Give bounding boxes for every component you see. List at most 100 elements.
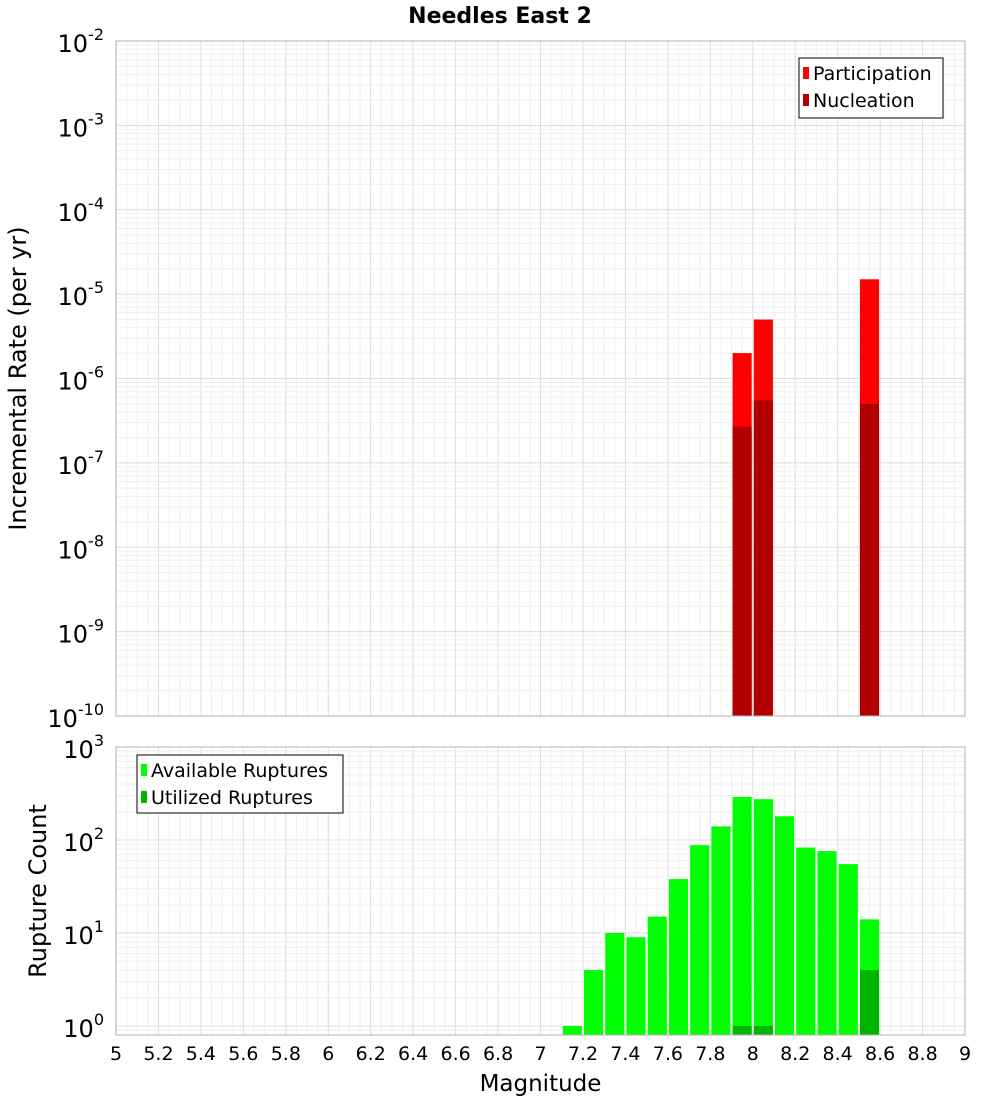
- x-tick-label: 5: [110, 1043, 122, 1065]
- bar: [859, 969, 880, 1035]
- y-tick-base: 10: [58, 368, 89, 396]
- series-nucleation: [732, 400, 880, 716]
- y-tick-base: 10: [47, 705, 78, 733]
- x-axis-label: Magnitude: [480, 1071, 602, 1097]
- y-tick-exponent: -9: [88, 616, 104, 635]
- legend-swatch: [803, 94, 809, 106]
- x-tick-label: 8.8: [907, 1043, 937, 1065]
- legend-label: Nucleation: [813, 90, 915, 112]
- x-tick-label: 7.8: [695, 1043, 725, 1065]
- x-tick-label: 5.6: [228, 1043, 258, 1065]
- bar: [626, 937, 646, 1035]
- x-tick-label: 6.4: [398, 1043, 428, 1065]
- series-available-ruptures: [562, 796, 880, 1035]
- legend: Participation Nucleation: [798, 57, 944, 119]
- x-tick-label: 8.2: [780, 1043, 810, 1065]
- y-tick-label: 10-4: [58, 194, 105, 227]
- legend-swatch: [803, 67, 809, 79]
- y-tick-exponent: -5: [88, 278, 104, 297]
- legend-box: [136, 754, 344, 814]
- y-axis-label: Rupture Count: [24, 804, 52, 978]
- x-tick-label: 7: [534, 1043, 546, 1065]
- plot-frame: [115, 746, 966, 1036]
- grid-lines: [115, 40, 966, 717]
- bar: [711, 826, 731, 1035]
- x-tick-label: 8.4: [823, 1043, 853, 1065]
- bar: [753, 799, 773, 1035]
- y-tick-base: 10: [58, 283, 89, 311]
- x-tick-label: 7.2: [568, 1043, 598, 1065]
- x-tick-label: 6: [322, 1043, 334, 1065]
- y-tick-exponent: 3: [94, 731, 104, 750]
- y-tick-label: 10-2: [58, 25, 105, 58]
- x-tick-label: 7.6: [653, 1043, 683, 1065]
- y-tick-exponent: -2: [88, 25, 104, 44]
- x-tick-label: 8: [747, 1043, 759, 1065]
- y-tick-label: 10-7: [58, 447, 105, 480]
- y-tick-label: 10-9: [58, 616, 105, 649]
- legend: Available Ruptures Utilized Ruptures: [136, 754, 344, 814]
- legend-swatch: [141, 764, 147, 776]
- y-tick-base: 10: [58, 199, 89, 227]
- y-tick-label: 10-3: [58, 109, 105, 142]
- bar: [690, 845, 710, 1035]
- legend-label: Utilized Ruptures: [151, 787, 313, 809]
- x-tick-label: 9: [959, 1043, 971, 1065]
- y-tick-exponent: -3: [88, 109, 104, 128]
- y-tick-exponent: -7: [88, 447, 104, 466]
- bar: [859, 403, 880, 716]
- x-tick-label: 6.2: [356, 1043, 386, 1065]
- y-tick-label: 10-10: [47, 700, 104, 733]
- rate-panel: 10-1010-910-810-710-610-510-410-310-2Inc…: [4, 25, 966, 733]
- y-tick-base: 10: [58, 30, 89, 58]
- y-axis-label: Incremental Rate (per yr): [4, 226, 32, 530]
- y-tick-label: 103: [63, 731, 104, 764]
- y-tick-base: 10: [58, 114, 89, 142]
- x-tick-label: 5.4: [186, 1043, 216, 1065]
- y-tick-base: 10: [58, 536, 89, 564]
- legend-label: Available Ruptures: [151, 760, 328, 782]
- bar: [732, 1025, 752, 1035]
- bar: [647, 916, 667, 1035]
- y-tick-base: 10: [63, 1015, 94, 1043]
- bar: [605, 932, 625, 1035]
- y-tick-exponent: 2: [94, 824, 104, 843]
- x-tick-label: 7.4: [610, 1043, 640, 1065]
- y-tick-label: 10-5: [58, 278, 105, 311]
- y-tick-exponent: 1: [94, 917, 104, 936]
- y-tick-exponent: -4: [88, 194, 104, 213]
- y-tick-base: 10: [58, 621, 89, 649]
- y-tick-base: 10: [63, 736, 94, 764]
- legend-box: [798, 57, 944, 119]
- y-tick-label: 102: [63, 824, 104, 857]
- y-tick-exponent: 0: [94, 1010, 104, 1029]
- bar: [817, 851, 837, 1035]
- y-tick-base: 10: [63, 922, 94, 950]
- x-tick-label: 5.8: [271, 1043, 301, 1065]
- plot-frame: [115, 40, 966, 717]
- bar: [775, 816, 795, 1035]
- y-tick-label: 10-6: [58, 363, 105, 396]
- y-tick-exponent: -8: [88, 531, 104, 550]
- bar: [732, 426, 752, 716]
- x-tick-label: 6.6: [440, 1043, 470, 1065]
- x-tick-label: 6.8: [483, 1043, 513, 1065]
- bar: [838, 864, 858, 1035]
- y-tick-exponent: -10: [78, 700, 104, 719]
- y-tick-label: 10-8: [58, 531, 105, 564]
- legend-swatch: [141, 791, 147, 803]
- series-utilized-ruptures: [732, 969, 880, 1035]
- legend-label: Participation: [813, 63, 932, 85]
- bar: [796, 847, 816, 1035]
- bar: [562, 1025, 582, 1035]
- bar: [732, 796, 752, 1035]
- y-tick-label: 101: [63, 917, 104, 950]
- x-tick-label: 8.6: [865, 1043, 895, 1065]
- bar: [753, 1025, 773, 1035]
- y-tick-base: 10: [58, 452, 89, 480]
- y-tick-base: 10: [63, 829, 94, 857]
- y-tick-label: 100: [63, 1010, 104, 1043]
- bar: [668, 879, 689, 1035]
